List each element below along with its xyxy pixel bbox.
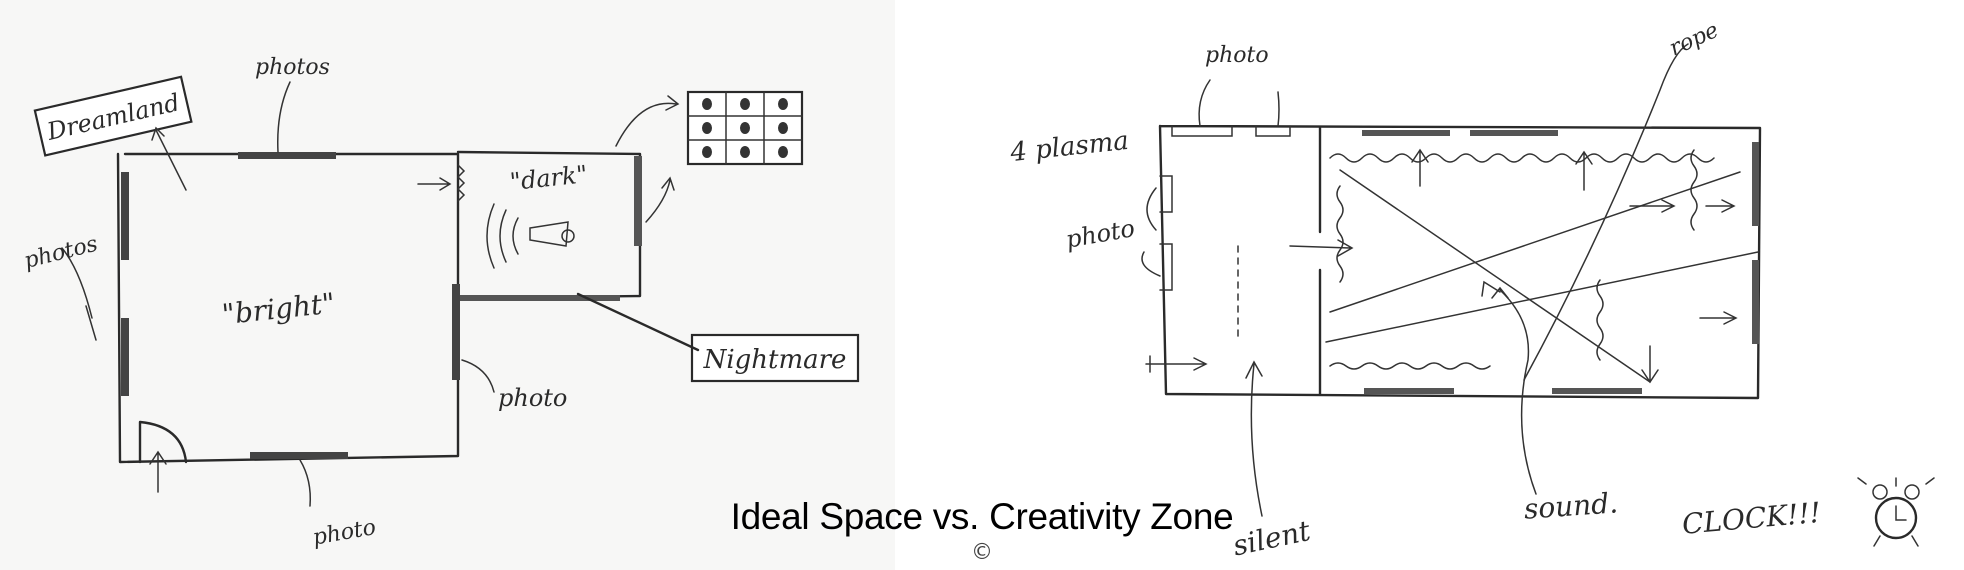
photo-top-leader-r xyxy=(1198,79,1211,127)
photo-strip-left-upper xyxy=(121,172,129,260)
inner-arrow-3 xyxy=(1289,239,1354,257)
photo-bottom-leader xyxy=(299,459,312,507)
into-dark-arrow xyxy=(417,177,452,191)
photo-strip-top xyxy=(238,152,336,159)
bright-room-outline xyxy=(116,152,460,464)
photo-right-leader xyxy=(461,359,495,393)
hook-mark xyxy=(1481,280,1501,297)
sound-wall-top xyxy=(1329,153,1715,163)
photo-strip-left-lower xyxy=(121,318,129,396)
grid-arrow xyxy=(615,95,680,147)
sound-wall-left xyxy=(1336,185,1344,283)
nightmare-box xyxy=(690,333,860,383)
photo-strip-bottom xyxy=(250,452,348,459)
creative-room-outline xyxy=(1158,124,1762,400)
alarm-clock-icon xyxy=(1857,477,1935,547)
nightmare-line xyxy=(576,292,700,352)
photo-top-leader xyxy=(277,81,291,153)
photo-left-leader xyxy=(61,247,97,341)
nightmare-label: Nightmare xyxy=(703,345,847,375)
copyright-symbol: © xyxy=(971,540,993,565)
photo-strip-group xyxy=(121,152,642,459)
plasma-label: 4 plasma xyxy=(1008,126,1130,168)
megaphone-icon xyxy=(486,203,575,269)
comparison-caption: Ideal Space vs. Creativity Zone xyxy=(730,496,1234,537)
photo-top-leader-r2 xyxy=(1277,91,1280,127)
inner-arrow-5 xyxy=(1705,199,1736,213)
inner-arrow-2 xyxy=(1575,150,1593,191)
rope-line-4 xyxy=(1523,43,1689,381)
photo-left-label-r: photo xyxy=(1064,214,1137,254)
sound-label: sound. xyxy=(1523,486,1619,525)
sound-wall-mid xyxy=(1596,279,1604,361)
photo-grid-icon xyxy=(686,90,804,166)
dreamland-arrow xyxy=(151,126,187,191)
entry-arrow xyxy=(1145,355,1208,373)
inner-arrow-1 xyxy=(1411,148,1429,187)
inner-arrow-7 xyxy=(1641,345,1659,384)
entrance-arrow xyxy=(149,450,167,493)
photo-right-label: photo xyxy=(498,384,567,412)
rope-line-1 xyxy=(1339,169,1651,383)
inner-arrow-6 xyxy=(1699,311,1738,325)
photo-strip-dark-bottom xyxy=(460,295,620,301)
rope-line-2 xyxy=(1329,171,1741,313)
zigzag-divider xyxy=(456,164,466,202)
sound-wall-bottom xyxy=(1329,362,1491,370)
rope-label: rope xyxy=(1666,18,1723,62)
dark-wall-arrow xyxy=(645,176,675,223)
photo-top-label-r: photo xyxy=(1205,43,1269,68)
sound-leader xyxy=(1491,286,1537,495)
door-arc xyxy=(138,420,188,464)
photo-frames-group xyxy=(1159,125,1759,394)
rope-line-3 xyxy=(1325,251,1759,343)
inner-arrow-4 xyxy=(1629,199,1676,213)
silent-leader xyxy=(1245,360,1263,517)
photo-strip-dark-room xyxy=(634,156,642,246)
photo-left-leader-r xyxy=(1141,187,1161,277)
photo-top-label: photos xyxy=(255,55,330,80)
sound-wall-right xyxy=(1690,149,1698,231)
photo-strip-right xyxy=(452,284,460,380)
